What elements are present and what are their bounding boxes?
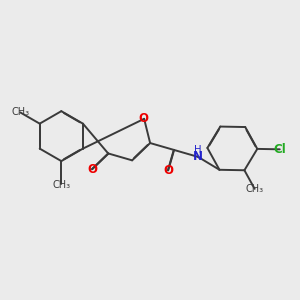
Text: Cl: Cl — [273, 143, 286, 156]
Text: H: H — [194, 145, 202, 155]
Text: CH₃: CH₃ — [52, 180, 70, 190]
Text: CH₃: CH₃ — [246, 184, 264, 194]
Text: O: O — [163, 164, 173, 177]
Text: CH₃: CH₃ — [11, 107, 29, 117]
Text: N: N — [193, 150, 203, 164]
Text: O: O — [87, 163, 97, 176]
Text: O: O — [138, 112, 148, 125]
